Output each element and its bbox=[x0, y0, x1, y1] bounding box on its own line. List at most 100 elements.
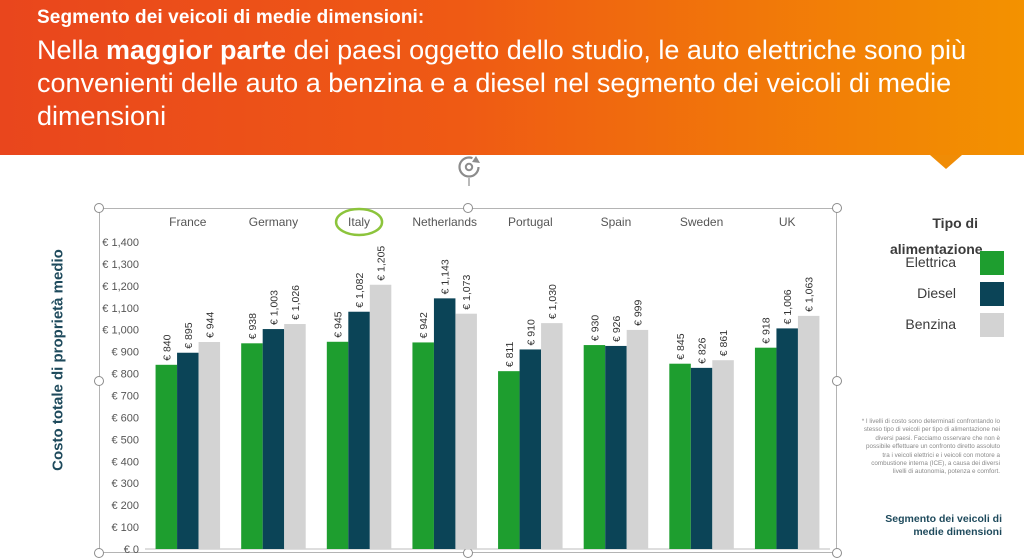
legend-item-benzina: Benzina bbox=[880, 313, 1006, 337]
bar-data-label: € 845 bbox=[675, 333, 687, 359]
bar-diesel bbox=[262, 329, 285, 549]
x-category-label: Portugal bbox=[508, 215, 553, 229]
bar-data-label: € 1,073 bbox=[461, 275, 473, 310]
bar-benzina bbox=[712, 360, 734, 549]
bar-data-label: € 1,003 bbox=[268, 290, 280, 325]
y-tick-label: € 1,000 bbox=[102, 325, 139, 337]
bar-data-label: € 945 bbox=[333, 311, 345, 337]
x-category-label: France bbox=[169, 215, 207, 229]
bar-elettrica bbox=[583, 345, 606, 549]
bar-diesel bbox=[433, 298, 456, 549]
resize-handle-top-left[interactable] bbox=[94, 203, 104, 213]
bar-data-label: € 1,063 bbox=[804, 277, 816, 312]
resize-handle-top-center[interactable] bbox=[463, 203, 473, 213]
y-tick-label: € 0 bbox=[124, 544, 139, 556]
y-tick-label: € 400 bbox=[111, 456, 139, 468]
bar-elettrica bbox=[326, 341, 349, 549]
y-tick-label: € 100 bbox=[111, 522, 139, 534]
y-tick-label: € 1,200 bbox=[102, 281, 139, 293]
slide-headline: Nella maggior parte dei paesi oggetto de… bbox=[37, 34, 997, 133]
bar-elettrica bbox=[498, 371, 520, 549]
bar-data-label: € 944 bbox=[204, 312, 216, 338]
x-category-label: UK bbox=[779, 215, 796, 229]
bar-elettrica bbox=[754, 347, 777, 549]
y-tick-label: € 1,100 bbox=[102, 303, 139, 315]
bar-data-label: € 910 bbox=[525, 319, 537, 345]
resize-handle-middle-right[interactable] bbox=[832, 376, 842, 386]
headline-part-2: dei paesi oggetto dello studio, le auto … bbox=[37, 35, 967, 131]
bar-diesel bbox=[177, 352, 199, 549]
bar-data-label: € 826 bbox=[697, 337, 709, 363]
bar-diesel bbox=[690, 367, 713, 549]
bar-diesel bbox=[519, 349, 542, 549]
legend-item-diesel: Diesel bbox=[880, 282, 1006, 306]
y-tick-label: € 300 bbox=[111, 478, 139, 490]
bar-data-label: € 938 bbox=[247, 313, 259, 339]
x-category-label: Italy bbox=[348, 215, 370, 229]
headline-bold: maggior parte bbox=[106, 35, 287, 65]
legend-title: Tipo di alimentazione bbox=[890, 215, 983, 257]
y-tick-label: € 200 bbox=[111, 500, 139, 512]
bar-data-label: € 918 bbox=[761, 317, 773, 343]
y-tick-label: € 900 bbox=[111, 347, 139, 359]
legend-label-diesel: Diesel bbox=[917, 285, 956, 301]
y-axis-label: Costo totale di proprietà medio bbox=[49, 249, 67, 471]
bar-data-label: € 1,082 bbox=[354, 273, 366, 308]
bar-data-label: € 926 bbox=[611, 316, 623, 342]
rotate-handle-icon[interactable] bbox=[452, 152, 486, 186]
resize-handle-bottom-left[interactable] bbox=[94, 548, 104, 558]
bar-data-label: € 1,026 bbox=[290, 285, 302, 320]
footnote: * I livelli di costo sono determinati co… bbox=[861, 418, 1000, 476]
legend-item-elettrica: Elettrica bbox=[880, 251, 1006, 275]
resize-handle-top-right[interactable] bbox=[832, 203, 842, 213]
bar-benzina bbox=[626, 329, 649, 549]
y-tick-label: € 500 bbox=[111, 434, 139, 446]
bar-benzina bbox=[198, 341, 221, 549]
y-tick-label: € 800 bbox=[111, 369, 139, 381]
bar-data-label: € 1,205 bbox=[376, 246, 388, 281]
bar-elettrica bbox=[669, 363, 691, 549]
bar-data-label: € 1,143 bbox=[440, 259, 452, 294]
legend-swatch-elettrica bbox=[980, 251, 1004, 275]
bar-data-label: € 811 bbox=[504, 342, 516, 368]
x-category-label: Sweden bbox=[680, 215, 723, 229]
slide-subtitle: Segmento dei veicoli di medie dimensioni… bbox=[37, 7, 425, 28]
x-category-label: Spain bbox=[601, 215, 632, 229]
bar-benzina bbox=[797, 315, 820, 549]
footer-segment-label: Segmento dei veicoli di medie dimensioni bbox=[885, 513, 1002, 538]
bar-data-label: € 1,006 bbox=[782, 289, 794, 324]
legend-swatch-diesel bbox=[980, 282, 1004, 306]
bar-elettrica bbox=[241, 343, 263, 549]
bar-elettrica bbox=[412, 342, 434, 549]
y-tick-label: € 600 bbox=[111, 412, 139, 424]
y-tick-label: € 700 bbox=[111, 391, 139, 403]
bar-data-label: € 942 bbox=[418, 312, 430, 338]
x-category-label: Germany bbox=[249, 215, 298, 229]
bar-benzina bbox=[284, 324, 306, 549]
bar-data-label: € 895 bbox=[183, 322, 195, 348]
legend-swatch-benzina bbox=[980, 313, 1004, 337]
resize-handle-bottom-right[interactable] bbox=[832, 548, 842, 558]
bar-benzina bbox=[369, 284, 392, 549]
headline-part-1: Nella bbox=[37, 35, 107, 65]
y-tick-label: € 1,400 bbox=[102, 237, 139, 249]
bar-benzina bbox=[541, 323, 563, 549]
legend-label-benzina: Benzina bbox=[905, 316, 956, 332]
bar-diesel bbox=[605, 345, 627, 549]
bar-diesel bbox=[348, 311, 370, 549]
bar-benzina bbox=[455, 313, 477, 549]
bar-data-label: € 840 bbox=[161, 334, 173, 360]
bar-elettrica bbox=[155, 364, 178, 549]
highlight-circle bbox=[334, 207, 384, 237]
legend-label-elettrica: Elettrica bbox=[905, 254, 956, 270]
bar-data-label: € 999 bbox=[632, 299, 644, 325]
x-category-label: Netherlands bbox=[412, 215, 477, 229]
header-banner bbox=[0, 0, 1024, 155]
bar-data-label: € 861 bbox=[718, 330, 730, 356]
bar-diesel bbox=[776, 328, 798, 549]
resize-handle-middle-left[interactable] bbox=[94, 376, 104, 386]
bar-data-label: € 930 bbox=[589, 315, 601, 341]
banner-notch bbox=[930, 155, 962, 169]
y-tick-label: € 1,300 bbox=[102, 259, 139, 271]
